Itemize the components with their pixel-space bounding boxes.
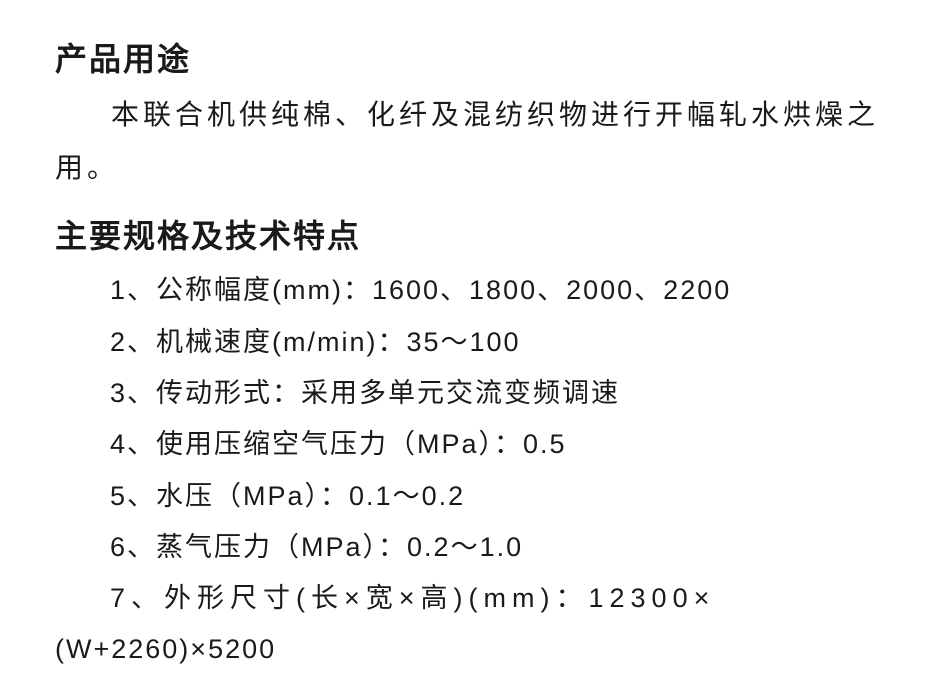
spec-item: 7、外形尺寸(长×宽×高)(mm)：12300× <box>55 573 881 624</box>
specs-list: 1、公称幅度(mm)：1600、1800、2000、2200 2、机械速度(m/… <box>55 265 881 675</box>
spec-item: 4、使用压缩空气压力（MPa）：0.5 <box>55 419 881 470</box>
spec-item: 2、机械速度(m/min)：35～100 <box>55 317 881 368</box>
spec-item: 5、水压（MPa）：0.1～0.2 <box>55 471 881 522</box>
usage-heading: 产品用途 <box>55 35 881 83</box>
specs-heading: 主要规格及技术特点 <box>55 212 881 260</box>
usage-description: 本联合机供纯棉、化纤及混纺织物进行开幅轧水烘燥之用。 <box>55 88 881 194</box>
spec-item-continuation: (W+2260)×5200 <box>55 624 881 675</box>
spec-item: 3、传动形式：采用多单元交流变频调速 <box>55 368 881 419</box>
spec-item: 1、公称幅度(mm)：1600、1800、2000、2200 <box>55 265 881 316</box>
spec-item: 6、蒸气压力（MPa）：0.2～1.0 <box>55 522 881 573</box>
